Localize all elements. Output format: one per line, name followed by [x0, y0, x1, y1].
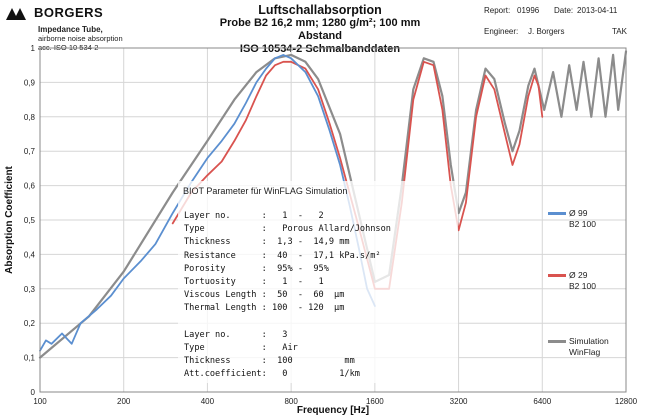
series-line-1: [39, 54, 376, 352]
biot-line: Layer no. : 1 - 2: [184, 211, 324, 221]
biot-line: Thermal Length : 100 - 120 µm: [184, 303, 345, 314]
x-tick-label: 1600: [366, 397, 384, 406]
y-tick-label: 0,2: [24, 319, 36, 328]
legend-label: WinFlag: [569, 347, 601, 357]
engineer-name: J. Borgers: [528, 27, 565, 36]
biot-parameter-table: Layer no. : 1 - 2 Type : Porous Allard/Jo…: [178, 181, 458, 383]
y-tick-label: 0,5: [24, 216, 36, 225]
borgers-logo: BORGERS: [34, 5, 104, 20]
y-tick-label: 0,6: [24, 182, 36, 191]
x-tick-label: 400: [201, 397, 215, 406]
x-tick-label: 800: [284, 397, 298, 406]
legend-label: B2 100: [569, 219, 596, 229]
biot-line: Layer no. : 3: [184, 329, 288, 340]
y-tick-label: 0,8: [24, 113, 36, 122]
legend-swatch: [548, 212, 566, 215]
title-line-3: ISO 10534-2 Schmalbanddaten: [239, 43, 401, 55]
biot-line: Thickness : 100 mm: [184, 356, 355, 367]
legend-label: Ø 29: [569, 270, 588, 280]
legend-swatch: [548, 274, 566, 277]
biot-title: BIOT Parameter für WinFLAG Simulation: [183, 186, 348, 196]
engineer-label: Engineer:: [484, 27, 519, 36]
y-tick-label: 0: [31, 388, 36, 397]
biot-line: Type : Air: [184, 343, 298, 353]
borgers-logo-mark: [6, 8, 30, 20]
chart-axes: 0 0,1 0,2 0,3 0,4 0,5 0,6 0,7 0,8 0,9 1 100 200 400 80…: [4, 44, 638, 416]
biot-line: Thickness : 1,3 - 14,9 mm: [184, 237, 350, 248]
date-label: Date:: [554, 6, 574, 15]
y-tick-label: 1: [31, 44, 36, 53]
biot-line: Porosity : 95% - 95%: [184, 263, 329, 274]
report-date: 2013-04-11: [577, 6, 618, 15]
legend-label: Ø 99: [569, 208, 588, 218]
report-label: Report:: [484, 6, 511, 15]
biot-line: Att.coefficient: 0 1/km: [184, 369, 360, 380]
biot-line: Type : Porous Allard/Johnson: [184, 224, 391, 235]
title-line-2: Probe B2 16,2 mm; 1280 g/m²; 100 mm Abst…: [219, 17, 421, 42]
title-line-1: Luftschallabsorption: [258, 3, 382, 17]
plot-frame: [39, 47, 627, 393]
legend-swatch: [548, 340, 566, 343]
y-tick-label: 0,7: [24, 147, 36, 156]
x-tick-label: 200: [117, 397, 131, 406]
y-tick-label: 0,1: [24, 354, 36, 363]
subtitle-line: airborne noise absorption: [38, 34, 123, 43]
x-tick-label: 100: [33, 397, 47, 406]
engineer-initials: TAK: [612, 27, 627, 36]
x-tick-label: 12800: [615, 397, 638, 406]
chart-title: Luftschallabsorption Probe B2 16,2 mm; 1…: [200, 3, 440, 56]
x-axis-title: Frequency [Hz]: [297, 405, 369, 416]
biot-line: Viscous Length : 50 - 60 µm: [184, 290, 345, 301]
x-tick-label: 3200: [450, 397, 468, 406]
legend-label: Simulation: [569, 336, 609, 346]
biot-line: Tortuosity : 1 - 1: [184, 277, 324, 287]
y-tick-label: 0,3: [24, 285, 36, 294]
y-tick-label: 0,4: [24, 250, 36, 259]
x-tick-label: 6400: [533, 397, 551, 406]
report-number: 01996: [517, 6, 540, 15]
y-tick-label: 0,9: [24, 78, 36, 87]
y-axis-title: Absorption Coefficient: [4, 165, 15, 273]
subtitle-line: Impedance Tube,: [38, 25, 103, 34]
biot-line: Resistance : 40 - 17,1 kPa.s/m²: [184, 250, 381, 261]
legend-label: B2 100: [569, 281, 596, 291]
